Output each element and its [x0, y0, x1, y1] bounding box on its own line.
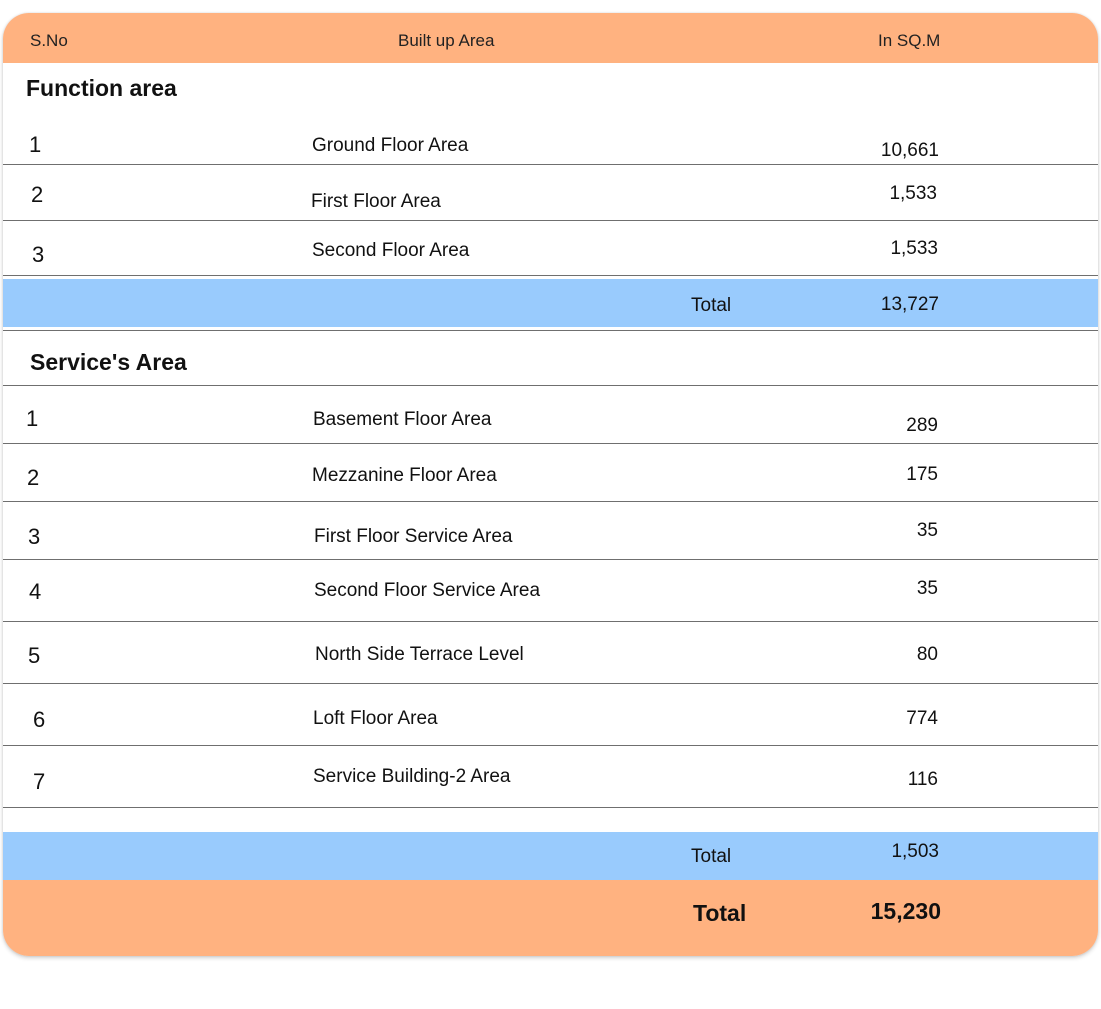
row-label: First Floor Area — [311, 191, 441, 212]
row-label: Loft Floor Area — [313, 708, 438, 729]
subtotal-value: 1,503 — [891, 841, 939, 862]
row-sno: 1 — [26, 406, 39, 431]
row-value: 116 — [907, 769, 938, 790]
row-label: Mezzanine Floor Area — [312, 465, 497, 486]
grand-total-value: 15,230 — [870, 898, 941, 924]
row-label: First Floor Service Area — [314, 526, 513, 547]
row-divider — [3, 164, 1098, 165]
subtotal-row-service-area: Total 1,503 — [3, 832, 1098, 880]
row-label: Second Floor Service Area — [314, 580, 541, 601]
row-value: 289 — [906, 415, 938, 436]
row-value: 1,533 — [890, 238, 938, 259]
row-divider — [3, 807, 1098, 808]
grand-total-row: Total 15,230 — [3, 880, 1098, 956]
subtotal-value: 13,727 — [880, 294, 939, 315]
section-title-service-area: Service's Area — [30, 349, 187, 375]
row-label: Basement Floor Area — [313, 409, 492, 430]
table-header: S.No Built up Area In SQ.M — [3, 13, 1098, 63]
row-sno: 2 — [31, 182, 44, 207]
row-sno: 5 — [28, 643, 41, 668]
header-built-up-area: Built up Area — [398, 31, 495, 50]
row-label: North Side Terrace Level — [315, 644, 524, 665]
row-divider — [3, 330, 1098, 331]
subtotal-label: Total — [691, 295, 732, 316]
subtotal-row-function-area: Total 13,727 — [3, 279, 1098, 327]
header-unit: In SQ.M — [878, 31, 941, 50]
row-label: Ground Floor Area — [312, 135, 469, 156]
row-sno: 3 — [32, 242, 45, 267]
row-divider — [3, 745, 1098, 746]
row-value: 175 — [906, 464, 938, 485]
row-label: Second Floor Area — [312, 240, 470, 261]
row-sno: 3 — [28, 524, 41, 549]
subtotal-label: Total — [691, 846, 732, 867]
row-sno: 1 — [29, 132, 42, 157]
row-divider — [3, 443, 1098, 444]
row-sno: 7 — [33, 769, 46, 794]
row-sno: 6 — [33, 707, 46, 732]
row-divider — [3, 559, 1098, 560]
header-sno: S.No — [30, 31, 68, 50]
row-divider — [3, 275, 1098, 276]
row-divider — [3, 385, 1098, 386]
row-divider — [3, 501, 1098, 502]
row-divider — [3, 621, 1098, 622]
row-sno: 2 — [27, 465, 40, 490]
row-value: 1,533 — [889, 183, 937, 204]
row-label: Service Building-2 Area — [313, 766, 511, 787]
row-value: 80 — [916, 644, 938, 665]
row-value: 35 — [916, 520, 938, 541]
row-value: 10,661 — [880, 140, 939, 161]
row-divider — [3, 683, 1098, 684]
row-divider — [3, 220, 1098, 221]
grand-total-label: Total — [693, 900, 747, 926]
section-title-function-area: Function area — [26, 75, 177, 101]
area-table: S.No Built up Area In SQ.M Function area… — [3, 13, 1098, 956]
row-value: 35 — [916, 578, 938, 599]
row-value: 774 — [906, 708, 938, 729]
row-sno: 4 — [29, 579, 42, 604]
